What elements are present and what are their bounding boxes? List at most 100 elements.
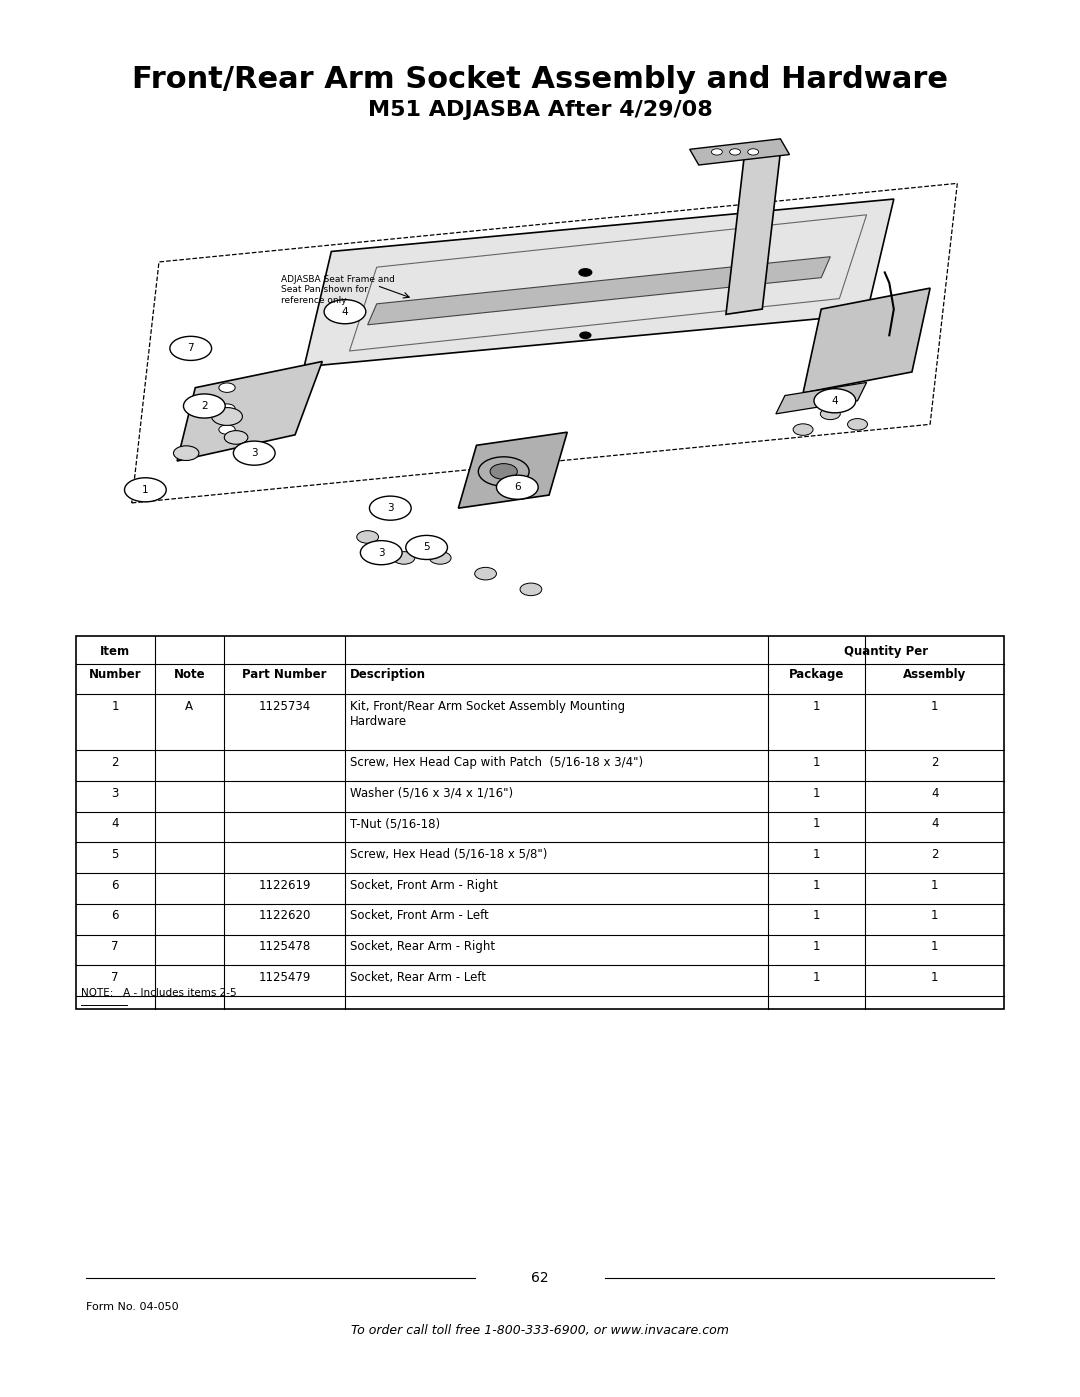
- Text: Item: Item: [100, 645, 130, 658]
- Text: M51 ADJASBA After 4/29/08: M51 ADJASBA After 4/29/08: [367, 101, 713, 120]
- Text: 1: 1: [931, 940, 939, 953]
- Text: 1: 1: [812, 817, 820, 830]
- Text: Quantity Per: Quantity Per: [843, 645, 928, 658]
- Text: To order call toll free 1-800-333-6900, or www.invacare.com: To order call toll free 1-800-333-6900, …: [351, 1324, 729, 1337]
- Text: A: A: [186, 700, 193, 712]
- Text: 2: 2: [201, 401, 207, 411]
- Text: 1: 1: [931, 700, 939, 712]
- Text: Washer (5/16 x 3/4 x 1/16"): Washer (5/16 x 3/4 x 1/16"): [350, 787, 513, 799]
- Text: Assembly: Assembly: [903, 668, 967, 680]
- Circle shape: [356, 531, 378, 543]
- Text: Number: Number: [89, 668, 141, 680]
- Circle shape: [219, 425, 235, 434]
- Text: ADJASBA Seat Frame and
Seat Pan shown for
reference only: ADJASBA Seat Frame and Seat Pan shown fo…: [282, 275, 395, 305]
- Text: 1125479: 1125479: [258, 971, 311, 983]
- Text: 3: 3: [378, 548, 384, 557]
- Circle shape: [369, 496, 411, 520]
- Text: Description: Description: [350, 668, 427, 680]
- Text: T-Nut (5/16-18): T-Nut (5/16-18): [350, 817, 441, 830]
- Text: 1: 1: [812, 756, 820, 768]
- Text: Front/Rear Arm Socket Assembly and Hardware: Front/Rear Arm Socket Assembly and Hardw…: [132, 66, 948, 94]
- Text: 6: 6: [111, 909, 119, 922]
- Text: 2: 2: [931, 756, 939, 768]
- Circle shape: [730, 148, 741, 155]
- Text: 1: 1: [812, 971, 820, 983]
- Circle shape: [579, 268, 592, 277]
- Text: 1122620: 1122620: [258, 909, 311, 922]
- Circle shape: [184, 394, 226, 418]
- Text: 1: 1: [143, 485, 149, 495]
- Circle shape: [324, 300, 366, 324]
- Polygon shape: [367, 257, 831, 326]
- Text: 4: 4: [832, 395, 838, 405]
- Text: 2: 2: [111, 756, 119, 768]
- Text: Socket, Front Arm - Right: Socket, Front Arm - Right: [350, 879, 498, 891]
- Circle shape: [580, 332, 591, 338]
- Circle shape: [821, 408, 840, 419]
- Circle shape: [848, 419, 867, 430]
- Text: 7: 7: [111, 971, 119, 983]
- Text: 4: 4: [931, 817, 939, 830]
- Polygon shape: [305, 200, 894, 366]
- Circle shape: [170, 337, 212, 360]
- Polygon shape: [775, 383, 866, 414]
- Polygon shape: [458, 432, 567, 509]
- Circle shape: [430, 552, 451, 564]
- Text: 5: 5: [111, 848, 119, 861]
- Text: 6: 6: [514, 482, 521, 492]
- Text: 1: 1: [812, 909, 820, 922]
- Text: Kit, Front/Rear Arm Socket Assembly Mounting
Hardware: Kit, Front/Rear Arm Socket Assembly Moun…: [350, 700, 625, 728]
- Text: 1: 1: [931, 971, 939, 983]
- Text: 1: 1: [812, 879, 820, 891]
- Circle shape: [219, 404, 235, 414]
- Text: 1122619: 1122619: [258, 879, 311, 891]
- Text: Screw, Hex Head (5/16-18 x 5/8"): Screw, Hex Head (5/16-18 x 5/8"): [350, 848, 548, 861]
- Circle shape: [225, 430, 248, 444]
- Text: 1125734: 1125734: [258, 700, 311, 712]
- Text: 1: 1: [931, 879, 939, 891]
- Circle shape: [393, 552, 415, 564]
- Text: Part Number: Part Number: [242, 668, 327, 680]
- Circle shape: [521, 583, 542, 595]
- Circle shape: [712, 148, 723, 155]
- Text: 7: 7: [111, 940, 119, 953]
- Text: 1: 1: [812, 940, 820, 953]
- Circle shape: [212, 408, 242, 425]
- Text: 3: 3: [251, 448, 257, 458]
- Text: 4: 4: [111, 817, 119, 830]
- Polygon shape: [804, 288, 930, 393]
- Text: 3: 3: [387, 503, 393, 513]
- Polygon shape: [177, 362, 322, 461]
- Text: 2: 2: [931, 848, 939, 861]
- Text: 1: 1: [812, 848, 820, 861]
- Circle shape: [219, 383, 235, 393]
- Circle shape: [793, 423, 813, 436]
- Text: Socket, Rear Arm - Left: Socket, Rear Arm - Left: [350, 971, 486, 983]
- Circle shape: [747, 148, 758, 155]
- Polygon shape: [690, 138, 789, 165]
- Text: Socket, Rear Arm - Right: Socket, Rear Arm - Right: [350, 940, 496, 953]
- Text: 4: 4: [341, 307, 348, 317]
- Bar: [76, 636, 1004, 1009]
- Text: 6: 6: [111, 879, 119, 891]
- Circle shape: [233, 441, 275, 465]
- Text: Package: Package: [788, 668, 843, 680]
- Circle shape: [475, 567, 497, 580]
- Text: 4: 4: [931, 787, 939, 799]
- Text: 1: 1: [111, 700, 119, 712]
- Text: Screw, Hex Head Cap with Patch  (5/16-18 x 3/4"): Screw, Hex Head Cap with Patch (5/16-18 …: [350, 756, 644, 768]
- Text: 1: 1: [931, 909, 939, 922]
- Text: Socket, Front Arm - Left: Socket, Front Arm - Left: [350, 909, 489, 922]
- Circle shape: [406, 535, 447, 559]
- Circle shape: [490, 464, 517, 479]
- Text: 5: 5: [423, 542, 430, 552]
- Polygon shape: [726, 152, 781, 314]
- Text: Form No. 04-050: Form No. 04-050: [86, 1302, 179, 1312]
- Text: 1125478: 1125478: [258, 940, 311, 953]
- Text: NOTE:   A - Includes items 2-5: NOTE: A - Includes items 2-5: [81, 988, 237, 997]
- Text: 1: 1: [812, 787, 820, 799]
- Circle shape: [814, 388, 855, 414]
- Text: 1: 1: [812, 700, 820, 712]
- Circle shape: [124, 478, 166, 502]
- Text: 62: 62: [531, 1271, 549, 1285]
